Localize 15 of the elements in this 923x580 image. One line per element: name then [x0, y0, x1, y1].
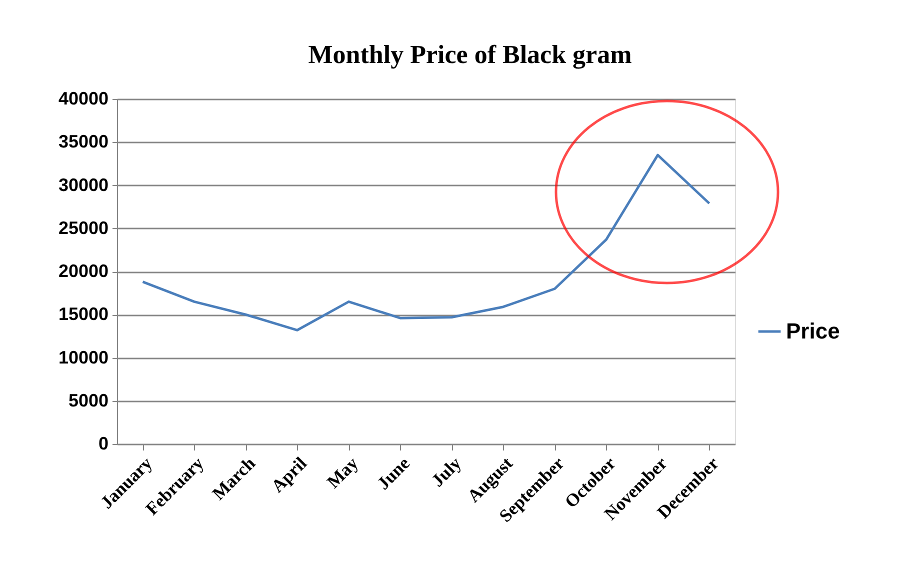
y-tick-label: 40000 — [58, 88, 108, 108]
y-tick-label: 10000 — [58, 347, 108, 368]
y-tick-label: 25000 — [58, 218, 108, 238]
x-tick-label: May — [323, 453, 362, 492]
y-tick-label: 0 — [98, 434, 108, 454]
legend-label: Price — [786, 318, 840, 344]
x-tick-label: July — [427, 453, 465, 491]
chart-title: Monthly Price of Black gram — [308, 40, 632, 69]
y-tick-label: 35000 — [58, 132, 108, 152]
y-tick-label: 15000 — [58, 304, 108, 324]
y-tick-label: 30000 — [58, 174, 108, 195]
y-tick-label: 5000 — [68, 390, 108, 410]
line-series — [142, 154, 710, 332]
y-tick-label: 20000 — [58, 261, 108, 281]
x-tick-label: June — [373, 453, 414, 494]
